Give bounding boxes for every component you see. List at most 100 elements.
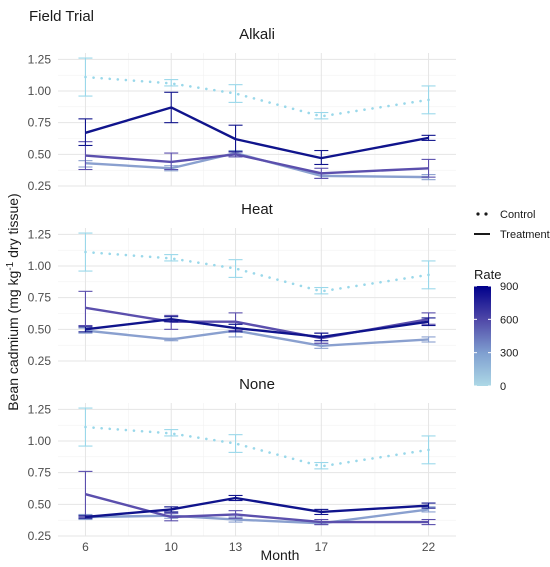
series-heat-rate-0 — [78, 232, 436, 295]
series-alkali-rate-300 — [78, 149, 436, 181]
y-tick-label: 0.25 — [28, 354, 52, 368]
error-bar-heat-rate-300-month-10 — [164, 337, 179, 342]
y-axis-title: Bean cadmium (mg kg-1 dry tissue) — [5, 193, 21, 410]
x-tick-label: 22 — [422, 540, 436, 554]
error-bar-alkali-rate-0-month-10 — [164, 79, 179, 87]
error-bar-heat-rate-0-month-22 — [421, 260, 436, 290]
colorbar-tick-label: 0 — [500, 381, 506, 393]
y-tick-label: 0.75 — [28, 116, 52, 130]
series-heat-rate-900 — [78, 316, 436, 342]
x-tick-label: 6 — [82, 540, 89, 554]
error-bar-alkali-rate-0-month-22 — [421, 85, 436, 115]
facet-strip-none: None — [239, 376, 275, 393]
error-bar-heat-rate-900-month-13 — [228, 323, 243, 333]
x-tick-label: 13 — [229, 540, 243, 554]
error-bar-none-rate-900-month-22 — [421, 502, 436, 509]
error-bar-alkali-rate-900-month-22 — [421, 134, 436, 141]
y-tick-label: 1.00 — [28, 84, 52, 98]
legend-label-control: Control — [500, 209, 535, 221]
error-bar-none-rate-600-month-13 — [228, 510, 243, 519]
colorbar-tick-label: 600 — [500, 314, 518, 326]
error-bar-alkali-rate-900-month-13 — [228, 124, 243, 153]
y-tick-label: 0.25 — [28, 529, 52, 543]
x-tick-label: 10 — [165, 540, 179, 554]
error-bar-none-rate-0-month-13 — [228, 434, 243, 453]
series-line-heat-rate-300 — [85, 329, 429, 347]
legend-label-treatment: Treatment — [500, 229, 550, 241]
error-bar-alkali-rate-900-month-10 — [164, 91, 179, 124]
error-bar-none-rate-0-month-10 — [164, 429, 179, 437]
series-line-none-rate-0 — [84, 425, 430, 468]
colorbar-tick-label: 900 — [500, 281, 518, 293]
error-bar-alkali-rate-0-month-17 — [314, 111, 329, 120]
series-line-alkali-rate-300 — [85, 151, 429, 179]
error-bar-heat-rate-900-month-6 — [78, 326, 93, 333]
error-bar-none-rate-600-month-17 — [314, 518, 329, 526]
series-line-heat-rate-0 — [84, 250, 430, 293]
facet-strip-alkali: Alkali — [239, 26, 275, 43]
error-bar-heat-rate-900-month-17 — [314, 332, 329, 342]
series-alkali-rate-900 — [78, 91, 436, 166]
facet-strip-heat: Heat — [241, 201, 274, 218]
error-bar-heat-rate-0-month-13 — [228, 259, 243, 278]
y-axis-title-superscript: -1 — [5, 261, 16, 270]
error-bar-alkali-rate-0-month-13 — [228, 84, 243, 103]
error-bar-heat-rate-0-month-17 — [314, 286, 329, 295]
y-axis-title-tail: dry tissue) — [5, 193, 21, 261]
error-bar-alkali-rate-0-month-6 — [78, 57, 93, 97]
series-none-rate-600 — [78, 470, 436, 526]
facet-panels: Alkali 0.25 0.50 0.75 1.00 1.25 Heat 0.25 0.50 0.… — [28, 26, 456, 554]
error-bar-none-rate-900-month-13 — [228, 494, 243, 502]
y-tick-label: 0.75 — [28, 466, 52, 480]
error-bar-none-rate-0-month-6 — [78, 407, 93, 447]
series-alkali-rate-0 — [78, 57, 436, 120]
error-bar-heat-rate-900-month-22 — [421, 317, 436, 327]
series-line-alkali-rate-0 — [84, 75, 430, 118]
error-bar-alkali-rate-600-month-22 — [421, 158, 436, 178]
chart-title: Field Trial — [29, 8, 94, 25]
legend-item-control: Control — [476, 209, 535, 221]
error-bar-none-rate-900-month-10 — [164, 506, 179, 513]
linetype-legend: Control Treatment — [474, 209, 550, 241]
y-tick-label: 1.00 — [28, 434, 52, 448]
y-tick-label: 1.25 — [28, 227, 52, 241]
facet-panel-none: None 0.25 0.50 0.75 1.00 1.25 6 10 13 17 22 — [28, 376, 456, 554]
y-tick-label: 1.25 — [28, 402, 52, 416]
error-bar-none-rate-0-month-17 — [314, 461, 329, 470]
y-tick-label: 0.50 — [28, 322, 52, 336]
error-bar-heat-rate-0-month-6 — [78, 232, 93, 272]
error-bar-none-rate-0-month-22 — [421, 435, 436, 465]
legend-item-treatment: Treatment — [474, 229, 550, 241]
error-bar-heat-rate-900-month-10 — [164, 316, 179, 323]
y-tick-label: 0.25 — [28, 179, 52, 193]
colorbar-ticks: 900 600 300 0 — [474, 281, 518, 393]
error-bar-alkali-rate-600-month-17 — [314, 167, 329, 179]
colorbar-gradient — [474, 286, 491, 386]
error-bar-none-rate-600-month-10 — [164, 512, 179, 522]
colorbar-title: Rate — [474, 267, 501, 282]
legend-dot-1 — [476, 212, 480, 216]
y-axis-title-main: Bean cadmium (mg kg — [5, 271, 21, 411]
error-bar-alkali-rate-900-month-6 — [78, 118, 93, 147]
y-tick-label: 1.00 — [28, 259, 52, 273]
error-bar-none-rate-900-month-6 — [78, 515, 93, 519]
x-axis-title: Month — [261, 547, 300, 563]
series-line-alkali-rate-600 — [85, 153, 429, 175]
series-none-rate-900 — [78, 494, 436, 519]
error-bar-none-rate-600-month-22 — [421, 518, 436, 526]
facet-panel-alkali: Alkali 0.25 0.50 0.75 1.00 1.25 — [28, 26, 456, 193]
rate-colorbar: Rate 900 600 300 0 — [474, 267, 518, 393]
series-none-rate-0 — [78, 407, 436, 470]
y-tick-label: 0.50 — [28, 147, 52, 161]
error-bar-alkali-rate-900-month-17 — [314, 149, 329, 166]
error-bar-none-rate-600-month-6 — [78, 470, 93, 518]
y-tick-label: 0.75 — [28, 291, 52, 305]
legend-dot-2 — [484, 212, 488, 216]
y-tick-label: 0.50 — [28, 497, 52, 511]
x-tick-label: 17 — [315, 540, 329, 554]
colorbar-tick-label: 300 — [500, 348, 518, 360]
y-tick-label: 1.25 — [28, 52, 52, 66]
error-bar-heat-rate-600-month-6 — [78, 290, 93, 327]
facet-panel-heat: Heat 0.25 0.50 0.75 1.00 1.25 — [28, 201, 456, 368]
